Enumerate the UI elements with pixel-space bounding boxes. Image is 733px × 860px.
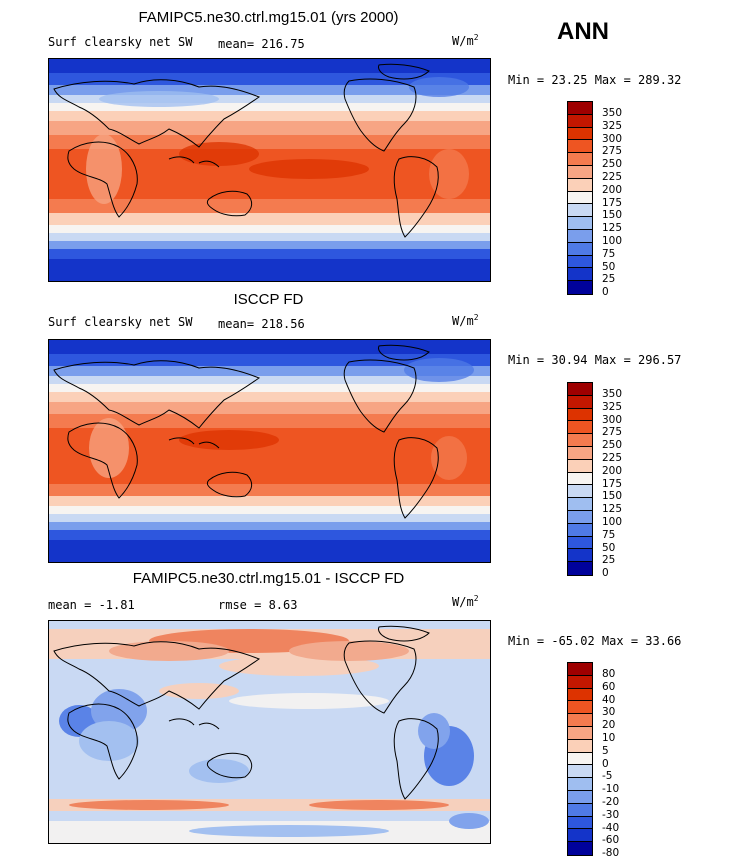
- panel-2-colorbar-labels: 350 325 300 275 250 225 200 175 150 125 100 75 5…: [602, 388, 623, 580]
- panel-3-minmax: Min = -65.02 Max = 33.66: [508, 634, 682, 648]
- panel-2-map: [48, 339, 491, 563]
- panel-1-title: FAMIPC5.ne30.ctrl.mg15.01 (yrs 2000): [138, 9, 399, 26]
- panel-2-minmax: Min = 30.94 Max = 296.57: [508, 353, 682, 367]
- panel-1-variable-label: Surf clearsky net SW: [48, 35, 193, 49]
- panel-3-colorbar-labels: 80 60 40 30 20 10 5 0 -5 -10 -20 -30 -40 -60 -80: [602, 668, 620, 860]
- panel-1-minmax: Min = 23.25 Max = 289.32: [508, 73, 682, 87]
- panel-3-rmse-label: rmse = 8.63: [218, 598, 298, 612]
- panel-3-title: FAMIPC5.ne30.ctrl.mg15.01 - ISCCP FD: [132, 570, 405, 587]
- panel-3-colorbar: [567, 662, 593, 856]
- panel-1-map: [48, 58, 491, 282]
- panel-1-mean-label: mean= 216.75: [218, 37, 305, 51]
- panel-2-mean-label: mean= 218.56: [218, 317, 305, 331]
- panel-3-units: W/m2: [452, 594, 479, 609]
- sw-field-patches: [86, 77, 469, 204]
- panel-1-units: W/m2: [452, 33, 479, 48]
- difference-patches: [49, 621, 490, 843]
- panel-2-title: ISCCP FD: [233, 291, 304, 308]
- panel-2-variable-label: Surf clearsky net SW: [48, 315, 193, 329]
- panel-1-colorbar: [567, 101, 593, 295]
- panel-3-mean-label: mean = -1.81: [48, 598, 135, 612]
- sw-field-bands: [49, 340, 490, 562]
- coastlines: [53, 63, 439, 238]
- coastlines: [53, 625, 439, 800]
- panel-2-units: W/m2: [452, 313, 479, 328]
- sw-field-patches: [89, 358, 474, 480]
- panel-3-map: [48, 620, 491, 844]
- panel-1-colorbar-labels: 350 325 300 275 250 225 200 175 150 125 100 75 5…: [602, 107, 623, 299]
- season-label: ANN: [557, 18, 609, 45]
- coastlines: [53, 344, 439, 519]
- panel-2-colorbar: [567, 382, 593, 576]
